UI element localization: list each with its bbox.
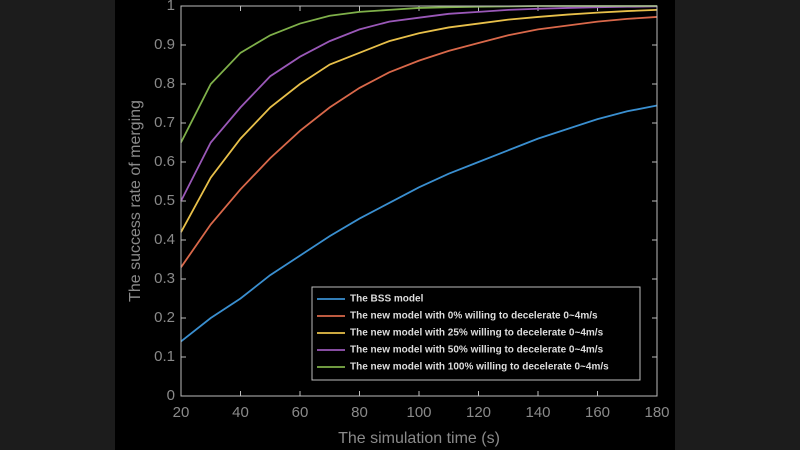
x-tick-label: 20 <box>173 404 190 421</box>
figure-bg <box>115 0 675 450</box>
legend-label: The new model with 25% willing to decele… <box>350 328 604 339</box>
y-tick-label: 0.8 <box>154 75 175 92</box>
x-tick-label: 60 <box>292 404 309 421</box>
y-tick-label: 1 <box>167 0 175 14</box>
series-line <box>180 16 658 268</box>
x-tick-label: 120 <box>466 404 491 421</box>
x-tick-label: 160 <box>585 404 610 421</box>
x-tick-label: 100 <box>406 404 431 421</box>
legend-label: The BSS model <box>350 294 424 305</box>
series-line <box>180 5 658 202</box>
legend: The BSS model The new model with 0% willi… <box>311 286 641 381</box>
y-tick-label: 0.5 <box>154 192 175 209</box>
y-tick-label: 0.6 <box>154 153 175 170</box>
legend-label: The new model with 50% willing to decele… <box>350 345 604 356</box>
side-panel <box>675 0 800 450</box>
y-tick-label: 0.1 <box>154 348 175 365</box>
legend-label: The new model with 100% willing to decel… <box>350 362 609 373</box>
y-axis-label: The success rate of merging <box>127 100 144 302</box>
side-panel <box>0 0 115 450</box>
x-tick-label: 80 <box>351 404 368 421</box>
series-line <box>180 104 658 343</box>
series-line <box>180 9 658 233</box>
axes-box <box>180 5 658 397</box>
legend-box <box>311 286 641 381</box>
y-tick-label: 0.3 <box>154 270 175 287</box>
y-tick-label: 0.4 <box>154 231 175 248</box>
y-tick-label: 0.2 <box>154 309 175 326</box>
x-tick-label: 40 <box>232 404 249 421</box>
y-tick-label: 0.9 <box>154 36 175 53</box>
x-tick-label: 180 <box>644 404 669 421</box>
legend-label: The new model with 0% willing to deceler… <box>350 311 598 322</box>
y-tick-label: 0 <box>167 387 175 404</box>
x-tick-label: 140 <box>525 404 550 421</box>
y-tick-label: 0.7 <box>154 114 175 131</box>
x-axis-label: The simulation time (s) <box>338 430 500 447</box>
